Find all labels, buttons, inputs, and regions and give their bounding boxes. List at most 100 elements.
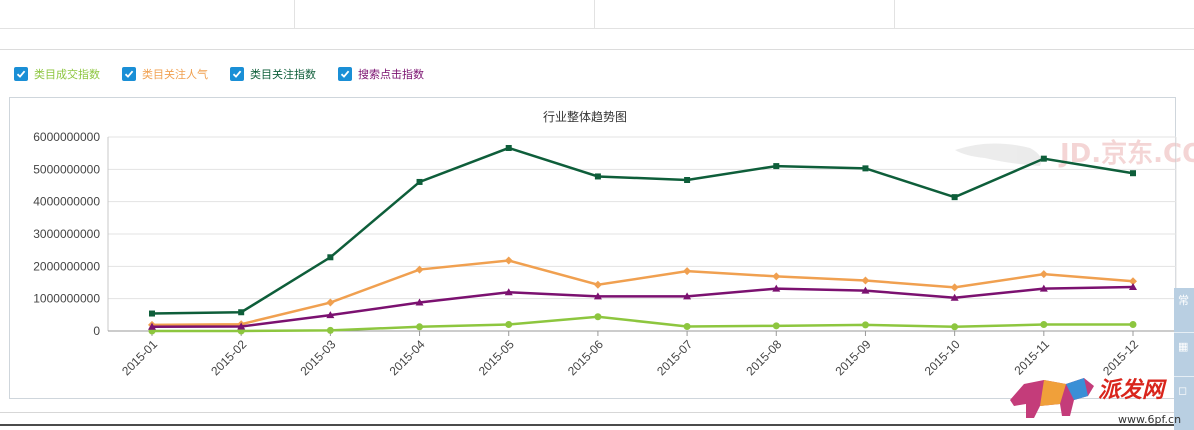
tab-divider (594, 0, 595, 28)
legend-toggle-attention-popularity[interactable]: 类目关注人气 (122, 64, 208, 84)
series-line (151, 146, 1134, 315)
checkbox-checked-icon[interactable] (122, 67, 136, 81)
gridlines (107, 136, 1177, 332)
data-point-marker[interactable] (415, 265, 424, 274)
data-point-marker[interactable] (773, 163, 780, 170)
data-point-marker[interactable] (951, 323, 959, 331)
data-point-marker[interactable] (1040, 155, 1047, 162)
data-point-marker[interactable] (326, 311, 335, 319)
data-point-marker[interactable] (861, 321, 869, 329)
data-point-marker[interactable] (505, 321, 513, 329)
data-point-marker[interactable] (1039, 270, 1048, 279)
colorful-ox-logo-icon (1010, 378, 1094, 418)
legend-label: 搜索点击指数 (358, 68, 424, 81)
y-tick-label: 0 (93, 324, 100, 338)
data-point-marker[interactable] (862, 165, 869, 172)
checkbox-checked-icon[interactable] (230, 67, 244, 81)
x-tick-label: 2015-07 (654, 337, 695, 378)
data-point-marker[interactable] (1129, 277, 1137, 286)
series-line-group (148, 256, 1137, 329)
data-point-marker[interactable] (1129, 283, 1137, 291)
data-point-marker[interactable] (1040, 321, 1048, 329)
data-point-marker[interactable] (950, 293, 959, 301)
data-point-marker[interactable] (950, 283, 959, 292)
top-tab-bar (0, 0, 1194, 29)
side-tool-panel[interactable]: 常 ▦ ◻ (1174, 288, 1194, 430)
data-point-marker[interactable] (238, 309, 245, 316)
jd-watermark: JD.京东.COM (955, 138, 1194, 169)
data-point-marker[interactable] (326, 326, 334, 334)
data-point-marker[interactable] (951, 194, 958, 201)
legend-toggle-attention-index[interactable]: 类目关注指数 (230, 64, 316, 84)
page-bottom-bar (0, 424, 1174, 426)
x-tick-label: 2015-10 (922, 337, 963, 378)
data-point-marker[interactable] (684, 177, 691, 184)
x-tick-label: 2015-05 (476, 337, 517, 378)
chart-container (9, 97, 1176, 399)
brand-watermark: 派发网 (1098, 377, 1165, 403)
data-point-marker[interactable] (504, 256, 513, 265)
box-icon[interactable]: ◻ (1178, 384, 1188, 397)
data-point-marker[interactable] (683, 322, 691, 330)
data-point-marker[interactable] (416, 178, 423, 185)
data-point-marker[interactable] (504, 288, 513, 296)
x-tick-label: 2015-01 (119, 337, 160, 378)
page-divider (0, 412, 1174, 413)
data-point-marker[interactable] (415, 298, 424, 306)
grid-icon[interactable]: ▦ (1178, 340, 1189, 353)
data-point-marker[interactable] (861, 276, 870, 285)
x-tick-label: 2015-06 (565, 337, 606, 378)
brand-url: www.6pf.cn (1118, 413, 1182, 426)
x-tick-label: 2015-04 (387, 337, 428, 378)
data-point-marker[interactable] (326, 298, 335, 307)
data-point-marker[interactable] (505, 144, 512, 151)
y-tick-label: 4000000000 (33, 195, 100, 209)
series-lines (148, 144, 1137, 335)
tab-divider (894, 0, 895, 28)
series-line-group (148, 283, 1137, 330)
x-tick-label: 2015-09 (833, 337, 874, 378)
data-point-marker[interactable] (772, 322, 780, 330)
data-point-marker[interactable] (1039, 284, 1048, 292)
y-tick-label: 1000000000 (33, 292, 100, 306)
legend-toggle-deal-index[interactable]: 类目成交指数 (14, 64, 100, 84)
legend-label: 类目关注指数 (250, 68, 316, 81)
data-point-marker[interactable] (327, 254, 334, 261)
data-point-marker[interactable] (594, 173, 601, 180)
data-point-marker[interactable] (594, 313, 602, 321)
chart-title: 行业整体趋势图 (543, 109, 627, 124)
data-point-marker[interactable] (861, 286, 870, 294)
x-tick-label: 2015-03 (297, 337, 338, 378)
tab-divider (294, 0, 295, 28)
y-axis: 0 1000000000 2000000000 3000000000 400000000… (33, 130, 100, 338)
y-tick-label: 6000000000 (33, 130, 100, 144)
data-point-marker[interactable] (683, 292, 692, 300)
data-point-marker[interactable] (1130, 170, 1136, 177)
data-point-marker[interactable] (772, 284, 781, 292)
data-point-marker[interactable] (683, 267, 692, 276)
data-point-marker[interactable] (148, 322, 156, 330)
data-point-marker[interactable] (772, 272, 781, 281)
y-tick-label: 5000000000 (33, 162, 100, 176)
side-tool-label[interactable]: 常 (1178, 294, 1189, 307)
checkbox-checked-icon[interactable] (14, 67, 28, 81)
data-point-marker[interactable] (237, 322, 246, 330)
legend-toggle-search-click-index[interactable]: 搜索点击指数 (338, 64, 424, 84)
legend-label: 类目关注人气 (142, 68, 208, 81)
section-divider (0, 49, 1194, 50)
y-tick-label: 3000000000 (33, 227, 100, 241)
series-line (151, 285, 1134, 329)
data-point-marker[interactable] (1129, 321, 1137, 329)
data-point-marker[interactable] (149, 310, 155, 317)
data-point-marker[interactable] (416, 323, 424, 331)
checkbox-checked-icon[interactable] (338, 67, 352, 81)
x-tick-label: 2015-02 (208, 337, 249, 378)
series-line (151, 259, 1134, 327)
bird-watermark-icon (955, 143, 1042, 166)
series-line-group (149, 144, 1136, 317)
series-line (152, 315, 1133, 333)
data-point-marker[interactable] (593, 280, 602, 289)
y-tick-label: 2000000000 (33, 259, 100, 273)
data-point-marker[interactable] (593, 292, 602, 300)
